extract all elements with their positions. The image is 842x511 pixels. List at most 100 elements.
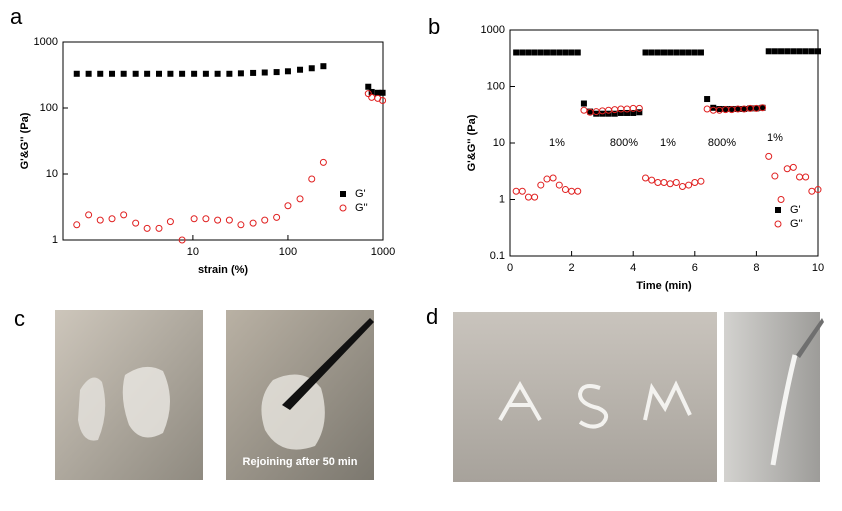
series <box>513 48 821 117</box>
point <box>765 152 773 160</box>
annotation: 1% <box>767 132 783 144</box>
point <box>808 187 816 195</box>
point <box>73 221 81 229</box>
point <box>624 109 631 116</box>
point <box>167 70 174 77</box>
point <box>661 49 667 56</box>
panel-label: b <box>428 14 440 39</box>
series <box>73 63 386 96</box>
x-axis-label: strain (%) <box>198 264 248 276</box>
point <box>722 105 729 112</box>
point <box>368 88 375 95</box>
y-tick-label: 10 <box>493 137 505 149</box>
point <box>654 178 662 186</box>
y-tick-label: 0.1 <box>490 250 505 262</box>
point <box>697 177 705 185</box>
point <box>753 105 760 112</box>
legend-label: G'' <box>790 218 803 230</box>
point <box>778 48 785 55</box>
point <box>741 105 748 112</box>
point <box>320 63 327 70</box>
point <box>284 202 292 210</box>
y-tick-label: 1 <box>499 193 505 205</box>
point <box>710 104 717 111</box>
point <box>802 48 809 55</box>
point <box>611 110 618 117</box>
point <box>759 104 767 112</box>
point <box>225 216 233 224</box>
point <box>108 215 116 223</box>
point <box>214 216 222 224</box>
y-axis-label: G'&G'' (Pa) <box>19 112 31 169</box>
point <box>654 49 661 56</box>
point <box>368 93 376 101</box>
point <box>728 105 735 112</box>
point <box>531 193 539 201</box>
point <box>561 186 569 194</box>
legend-marker <box>774 220 782 228</box>
point <box>518 187 526 195</box>
x-tick-label: 1000 <box>371 246 395 258</box>
point <box>648 176 656 184</box>
point <box>790 48 797 55</box>
point <box>814 186 822 194</box>
point <box>802 173 810 181</box>
photo <box>724 312 824 482</box>
point <box>642 174 650 182</box>
point <box>796 48 803 55</box>
point <box>525 49 532 56</box>
point <box>513 49 520 56</box>
point <box>765 48 772 55</box>
legend-marker <box>340 191 346 197</box>
point <box>568 49 575 56</box>
legend-marker <box>339 204 347 212</box>
point <box>379 96 387 104</box>
legend-label: G' <box>355 188 366 200</box>
legend-marker <box>775 207 781 213</box>
point <box>261 216 269 224</box>
point <box>297 66 304 73</box>
point <box>191 70 198 77</box>
photo <box>55 310 203 480</box>
point <box>703 105 711 113</box>
point <box>250 69 257 76</box>
point <box>155 224 163 232</box>
series <box>512 104 822 203</box>
point <box>685 181 693 189</box>
point <box>672 178 680 186</box>
point <box>784 48 791 55</box>
point <box>273 69 280 76</box>
annotation: 1% <box>660 137 676 149</box>
point <box>691 49 698 56</box>
point <box>587 108 594 115</box>
point <box>574 187 582 195</box>
point <box>237 70 244 77</box>
point <box>537 49 544 56</box>
photo-caption: Rejoining after 50 min <box>243 456 358 468</box>
point <box>691 178 699 186</box>
point <box>85 211 93 219</box>
x-tick-label: 4 <box>630 262 636 274</box>
point <box>537 181 545 189</box>
point <box>617 109 624 116</box>
point <box>716 105 723 112</box>
point <box>550 49 557 56</box>
y-tick-label: 1 <box>52 234 58 246</box>
annotation: 800% <box>610 137 638 149</box>
point <box>214 70 221 77</box>
point <box>273 213 281 221</box>
panel-label: d <box>426 304 438 329</box>
plot-frame <box>62 41 384 241</box>
point <box>379 89 386 96</box>
point <box>777 196 785 203</box>
point <box>815 48 821 55</box>
y-tick-label: 1000 <box>481 24 505 36</box>
point <box>648 49 655 56</box>
point <box>524 193 532 201</box>
x-tick-label: 6 <box>692 262 698 274</box>
legend-label: G' <box>790 204 801 216</box>
point <box>678 182 686 190</box>
point <box>747 105 754 112</box>
point <box>685 49 692 56</box>
point <box>543 49 550 56</box>
